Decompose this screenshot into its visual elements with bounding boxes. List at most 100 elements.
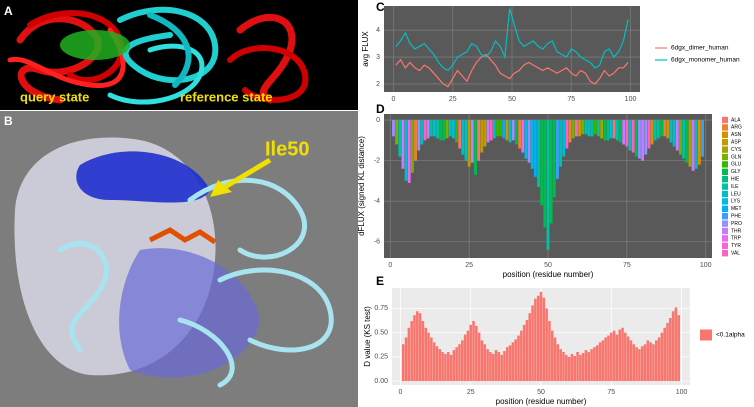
bar bbox=[455, 347, 458, 382]
legend-key bbox=[722, 131, 728, 138]
bar bbox=[531, 305, 534, 382]
legend-key bbox=[722, 168, 728, 175]
y-tick-label: -6 bbox=[374, 239, 380, 246]
bar bbox=[628, 120, 632, 151]
bar bbox=[621, 327, 624, 382]
bar bbox=[413, 315, 416, 382]
image-caption: reference state bbox=[180, 89, 273, 104]
legend-label: PRO bbox=[731, 221, 742, 227]
bar bbox=[682, 120, 686, 159]
bar bbox=[559, 120, 563, 167]
bar bbox=[550, 330, 554, 382]
legend-label: ALA bbox=[731, 117, 741, 123]
bar bbox=[486, 349, 489, 382]
bar bbox=[688, 120, 692, 167]
bar bbox=[546, 120, 550, 250]
bar bbox=[612, 120, 616, 139]
bar bbox=[549, 120, 553, 224]
legend-key bbox=[722, 220, 728, 227]
bar bbox=[545, 308, 548, 382]
bar bbox=[542, 297, 546, 382]
legend-label: 6dgx_dimer_human bbox=[671, 45, 729, 52]
bar bbox=[631, 120, 635, 153]
x-tick-label: 25 bbox=[467, 389, 475, 396]
x-tick-label: 100 bbox=[700, 262, 712, 269]
panel-label: A bbox=[4, 4, 13, 18]
bar bbox=[407, 120, 411, 183]
bar bbox=[398, 120, 402, 157]
bar bbox=[595, 345, 599, 382]
bar bbox=[404, 120, 408, 181]
bar bbox=[452, 350, 456, 382]
bar bbox=[634, 120, 638, 157]
x-tick-label: 100 bbox=[676, 389, 688, 396]
bar bbox=[461, 120, 465, 155]
legend-label: ASP bbox=[731, 140, 742, 146]
bar bbox=[649, 342, 652, 382]
bar bbox=[574, 120, 578, 137]
bar bbox=[520, 330, 523, 382]
panel-label: E bbox=[376, 274, 384, 288]
bar bbox=[601, 340, 605, 382]
bar bbox=[417, 120, 421, 151]
legend-key bbox=[722, 161, 728, 168]
legend-key bbox=[722, 235, 728, 242]
bar bbox=[527, 120, 531, 163]
bar bbox=[525, 320, 529, 382]
bar bbox=[587, 120, 591, 137]
bar bbox=[427, 332, 430, 382]
bar bbox=[430, 337, 433, 382]
bar bbox=[652, 344, 655, 382]
bar bbox=[640, 346, 644, 382]
bar bbox=[576, 352, 579, 382]
bar bbox=[638, 349, 641, 382]
bar bbox=[629, 340, 633, 382]
bar bbox=[618, 329, 621, 382]
bar bbox=[573, 355, 577, 382]
bar bbox=[530, 120, 534, 169]
legend-key bbox=[722, 198, 728, 205]
bar bbox=[656, 120, 660, 139]
bar bbox=[552, 120, 556, 198]
legend-label: ILE bbox=[731, 184, 739, 190]
y-tick-label: 0.50 bbox=[374, 329, 388, 336]
bar bbox=[553, 337, 557, 382]
bar bbox=[480, 120, 484, 153]
panel-label: C bbox=[376, 0, 385, 14]
bar bbox=[571, 120, 575, 139]
bar bbox=[492, 120, 496, 139]
bar bbox=[622, 120, 626, 145]
bar bbox=[429, 120, 433, 137]
bar bbox=[660, 332, 664, 382]
bar bbox=[499, 120, 503, 137]
bar bbox=[477, 332, 481, 382]
bar bbox=[494, 350, 498, 382]
bar bbox=[597, 120, 600, 137]
bar bbox=[407, 327, 411, 382]
bar bbox=[502, 120, 506, 139]
x-tick-label: 25 bbox=[465, 262, 473, 269]
legend-label: 6dgx_monomer_human bbox=[671, 57, 740, 64]
legend-label: HIE bbox=[731, 177, 740, 183]
bar bbox=[679, 120, 682, 155]
bar bbox=[489, 120, 493, 141]
bar bbox=[475, 325, 478, 382]
bar bbox=[539, 291, 543, 382]
bar bbox=[562, 352, 565, 382]
bar bbox=[646, 340, 650, 382]
bar bbox=[581, 352, 585, 382]
panel-b-image: B Ile50 bbox=[0, 111, 358, 407]
bar bbox=[424, 327, 428, 382]
bar bbox=[511, 342, 515, 382]
bar bbox=[675, 120, 679, 151]
bar bbox=[458, 120, 462, 149]
bar bbox=[610, 332, 613, 382]
bar bbox=[677, 315, 681, 382]
bar bbox=[455, 120, 458, 143]
bar bbox=[590, 349, 593, 382]
bar bbox=[581, 120, 585, 135]
bar bbox=[556, 120, 559, 179]
bar bbox=[672, 120, 676, 147]
bar bbox=[445, 120, 449, 139]
bar bbox=[433, 120, 436, 137]
